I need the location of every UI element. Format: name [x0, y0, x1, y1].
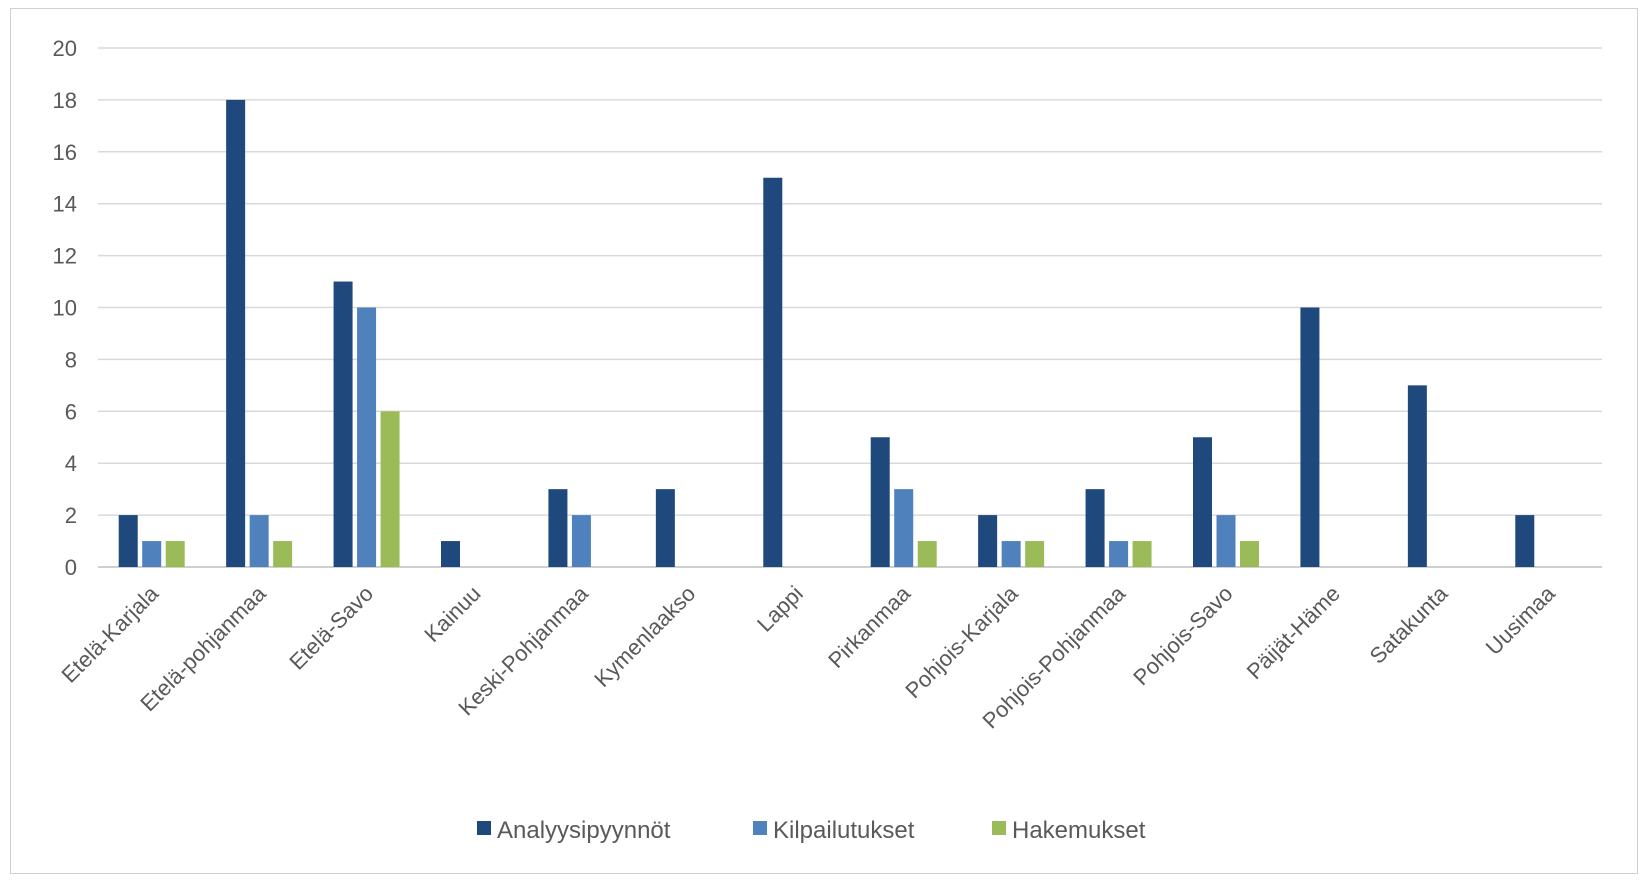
y-tick-label: 8 [65, 347, 77, 372]
y-tick-label: 14 [53, 192, 77, 217]
bar-analyysipyynnöt-1 [226, 99, 246, 568]
category-label: Lappi [752, 581, 808, 637]
bar-kilpailutukset-9 [1109, 541, 1129, 567]
bar-hakemukset-1 [273, 541, 293, 567]
gridlines [98, 47, 1602, 568]
bar-hakemukset-8 [1025, 541, 1045, 567]
bar-analyysipyynnöt-9 [1085, 489, 1105, 567]
legend-swatch [753, 821, 767, 835]
bar-analyysipyynnöt-12 [1407, 385, 1427, 567]
y-tick-label: 4 [65, 451, 77, 476]
bar-analyysipyynnöt-10 [1193, 437, 1212, 567]
bars [118, 99, 1535, 568]
y-tick-label: 12 [53, 244, 77, 269]
category-label: Päijät-Häme [1242, 581, 1345, 684]
legend-label: Analyysipyynnöt [497, 817, 671, 844]
category-label: Pohjois-Karjala [900, 580, 1023, 703]
category-label: Etelä-Savo [284, 581, 378, 675]
bar-analyysipyynnöt-7 [870, 437, 890, 567]
bar-analyysipyynnöt-11 [1300, 307, 1320, 567]
y-tick-label: 0 [65, 555, 77, 580]
legend-label: Hakemukset [1012, 817, 1146, 844]
category-label: Kainuu [419, 581, 485, 647]
bar-kilpailutukset-10 [1216, 515, 1236, 567]
legend-swatch [992, 821, 1006, 835]
bar-kilpailutukset-0 [142, 541, 162, 567]
bar-kilpailutukset-7 [894, 489, 914, 567]
y-tick-label: 2 [65, 503, 77, 528]
category-label: Satakunta [1365, 580, 1453, 668]
bar-kilpailutukset-2 [357, 307, 377, 567]
category-label: Kymenlaakso [589, 581, 700, 692]
y-tick-label: 16 [53, 140, 77, 165]
y-tick-label: 20 [53, 36, 77, 61]
y-tick-label: 6 [65, 399, 77, 424]
category-label: Uusimaa [1481, 580, 1561, 660]
y-tick-label: 10 [53, 296, 77, 321]
bar-kilpailutukset-4 [571, 515, 591, 567]
bar-kilpailutukset-1 [249, 515, 269, 567]
bar-analyysipyynnöt-5 [655, 489, 675, 567]
bar-analyysipyynnöt-4 [548, 489, 568, 567]
y-axis-ticks: 0 2 4 6 8 10 12 14 16 18 20 [53, 36, 77, 580]
bar-hakemukset-10 [1240, 541, 1259, 567]
bar-hakemukset-2 [380, 411, 400, 567]
bar-hakemukset-0 [165, 541, 185, 567]
legend: Analyysipyynnöt Kilpailutukset Hakemukset [477, 817, 1146, 844]
bar-analyysipyynnöt-6 [763, 177, 783, 567]
category-label: Pohjois-Savo [1128, 581, 1237, 690]
bar-analyysipyynnöt-8 [978, 515, 998, 567]
category-label: Pirkanmaa [823, 580, 916, 673]
bar-analyysipyynnöt-13 [1515, 515, 1535, 567]
bar-kilpailutukset-8 [1001, 541, 1021, 567]
bar-hakemukset-7 [917, 541, 937, 567]
legend-label: Kilpailutukset [773, 817, 915, 844]
category-label: Etelä-Karjala [57, 580, 164, 687]
bar-hakemukset-9 [1132, 541, 1152, 567]
bar-analyysipyynnöt-0 [118, 515, 138, 567]
y-tick-label: 18 [53, 88, 77, 113]
bar-analyysipyynnöt-3 [441, 541, 460, 567]
bar-analyysipyynnöt-2 [333, 281, 353, 567]
legend-swatch [477, 821, 491, 835]
